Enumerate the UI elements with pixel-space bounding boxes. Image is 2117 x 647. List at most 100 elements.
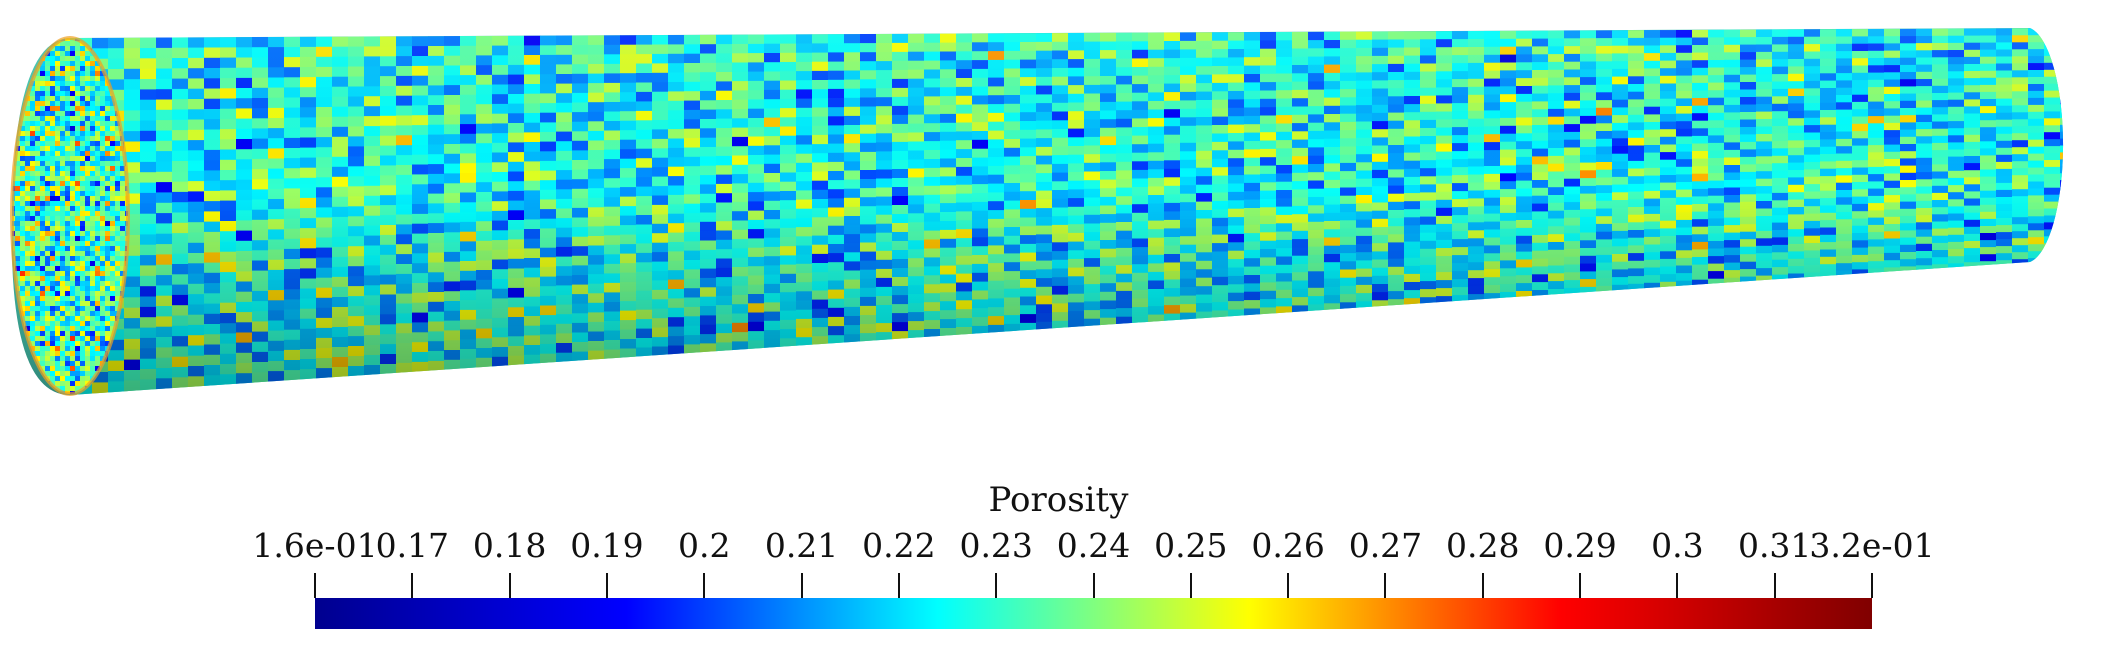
porosity-cap-cell (30, 96, 36, 102)
porosity-cap-cell (30, 236, 36, 242)
porosity-cap-cell (35, 251, 41, 257)
porosity-cap-cell (20, 231, 26, 237)
porosity-cap-cell (50, 121, 56, 127)
porosity-cap-cell (30, 276, 36, 282)
porosity-cap-cell (45, 96, 51, 102)
porosity-cap-cell (50, 71, 56, 77)
porosity-cap-cell (20, 241, 26, 247)
porosity-cap-cell (50, 251, 56, 257)
porosity-cap-cell (30, 331, 36, 337)
porosity-cap-cell (40, 321, 46, 327)
porosity-cap-cell (40, 236, 46, 242)
porosity-cap-cell (45, 111, 51, 117)
porosity-cap-cell (40, 76, 46, 82)
porosity-cap-cell (40, 276, 46, 282)
porosity-cap-cell (25, 176, 31, 182)
porosity-cap-cell (25, 286, 31, 292)
porosity-cap-cell (55, 311, 61, 317)
porosity-cap-cell (40, 201, 46, 207)
porosity-cap-cell (40, 111, 46, 117)
porosity-cap-cell (35, 196, 41, 202)
porosity-cap-cell (30, 166, 36, 172)
porosity-cap-cell (55, 196, 61, 202)
porosity-cap-cell (45, 201, 51, 207)
porosity-cap-cell (45, 66, 51, 72)
porosity-cap-cell (25, 141, 31, 147)
porosity-cap-cell (45, 221, 51, 227)
porosity-cap-cell (35, 181, 41, 187)
porosity-cap-cell (45, 56, 51, 62)
porosity-cap-cell (50, 331, 56, 337)
porosity-cap-cell (50, 281, 56, 287)
porosity-cap-cell (35, 306, 41, 312)
porosity-cap-cell (35, 281, 41, 287)
porosity-cap-cell (50, 326, 56, 332)
porosity-cap-cell (45, 346, 51, 352)
porosity-cap-cell (15, 181, 21, 187)
porosity-cap-cell (50, 136, 56, 142)
porosity-cap-cell (20, 156, 26, 162)
porosity-cap-cell (50, 206, 56, 212)
porosity-cap-cell (30, 106, 36, 112)
porosity-cap-cell (25, 201, 31, 207)
porosity-cap-cell (35, 271, 41, 277)
porosity-cap-cell (45, 181, 51, 187)
porosity-cap-cell (30, 251, 36, 257)
porosity-cap-cell (30, 101, 36, 107)
porosity-cap-cell (35, 236, 41, 242)
porosity-cap-cell (35, 71, 41, 77)
porosity-cap-cell (50, 276, 56, 282)
porosity-cap-cell (30, 226, 36, 232)
porosity-cap-cell (40, 211, 46, 217)
porosity-cap-cell (55, 61, 61, 67)
porosity-cap-cell (30, 151, 36, 157)
porosity-cap-cell (40, 366, 46, 372)
porosity-cap-cell (55, 346, 61, 352)
porosity-cap-cell (40, 106, 46, 112)
porosity-cap-cell (25, 261, 31, 267)
porosity-cap-cell (30, 206, 36, 212)
porosity-cap-cell (45, 361, 51, 367)
porosity-cap-cell (45, 366, 51, 372)
porosity-cap-cell (40, 66, 46, 72)
porosity-cap-cell (50, 166, 56, 172)
porosity-cap-cell (35, 136, 41, 142)
porosity-cap-cell (20, 171, 26, 177)
porosity-cap-cell (40, 216, 46, 222)
porosity-cap-cell (40, 251, 46, 257)
porosity-cap-cell (20, 181, 26, 187)
porosity-cap-cell (40, 286, 46, 292)
porosity-cap-cell (40, 346, 46, 352)
porosity-cap-cell (40, 241, 46, 247)
porosity-cap-cell (50, 191, 56, 197)
porosity-cap-cell (40, 336, 46, 342)
porosity-cap-cell (25, 321, 31, 327)
porosity-cap-cell (55, 126, 61, 132)
porosity-cap-cell (40, 96, 46, 102)
porosity-cap-cell (30, 196, 36, 202)
porosity-cap-cell (20, 266, 26, 272)
porosity-cap-cell (45, 291, 51, 297)
porosity-cap-cell (20, 216, 26, 222)
porosity-cap-cell (45, 151, 51, 157)
porosity-cap-cell (30, 321, 36, 327)
porosity-cap-cell (30, 186, 36, 192)
porosity-cap-cell (40, 196, 46, 202)
porosity-cap-cell (45, 321, 51, 327)
porosity-cap-cell (45, 356, 51, 362)
porosity-cap-cell (25, 251, 31, 257)
porosity-cap-cell (45, 171, 51, 177)
porosity-cap-cell (30, 216, 36, 222)
porosity-cap-cell (15, 266, 21, 272)
porosity-cap-cell (40, 71, 46, 77)
porosity-cap-cell (35, 86, 41, 92)
porosity-cap-cell (30, 181, 36, 187)
porosity-cap-cell (45, 131, 51, 137)
porosity-cap-cell (50, 66, 56, 72)
porosity-cap-cell (30, 91, 36, 97)
porosity-cap-cell (40, 171, 46, 177)
porosity-cap-cell (20, 176, 26, 182)
porosity-cap-cell (40, 126, 46, 132)
porosity-cap-cell (15, 161, 21, 167)
